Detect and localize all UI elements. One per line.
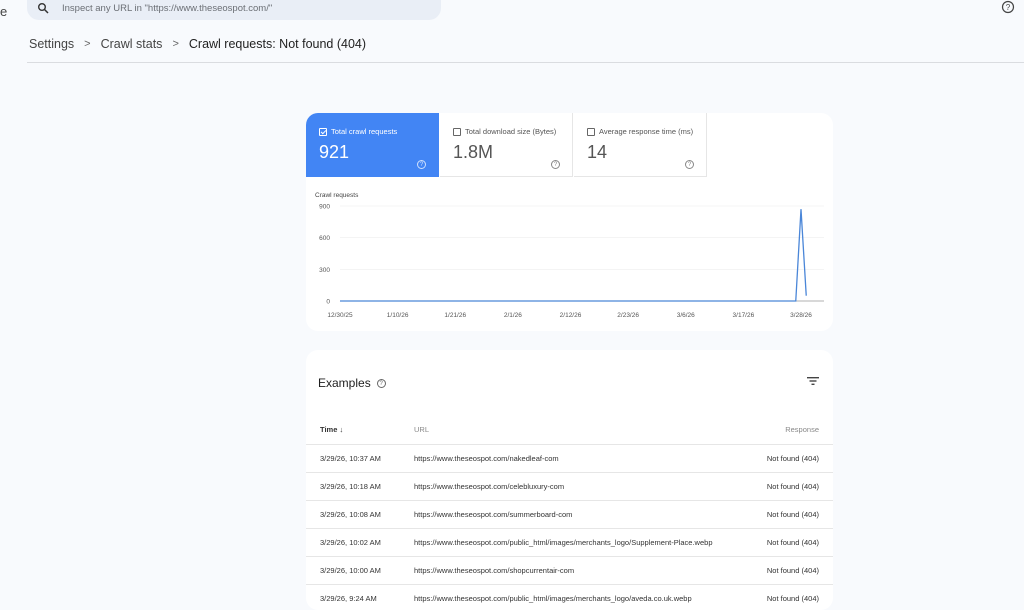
time-cell: 3/29/26, 9:24 AM [306,584,414,610]
column-header-time[interactable]: Time ↓ [306,416,414,444]
y-tick-label: 300 [319,267,330,274]
checkbox-checked-icon[interactable] [319,128,327,136]
column-header-url: URL [414,416,757,444]
arrow-down-icon: ↓ [339,425,343,434]
response-cell: Not found (404) [757,528,833,556]
url-cell: https://www.theseospot.com/summerboard-c… [414,500,757,528]
help-icon[interactable]: ? [551,160,560,169]
time-cell: 3/29/26, 10:00 AM [306,556,414,584]
metric-total-crawl-requests[interactable]: Total crawl requests 921 ? [306,113,439,177]
url-cell: https://www.theseospot.com/celebluxury-c… [414,472,757,500]
y-tick-label: 0 [326,299,330,306]
response-cell: Not found (404) [757,472,833,500]
x-tick-label: 12/30/25 [327,312,353,319]
response-cell: Not found (404) [757,556,833,584]
url-cell: https://www.theseospot.com/shopcurrentai… [414,556,757,584]
y-axis-label: Crawl requests [315,192,359,199]
breadcrumb: Settings > Crawl stats > Crawl requests:… [29,37,366,51]
x-tick-label: 3/6/26 [677,312,695,319]
x-tick-label: 1/21/26 [444,312,466,319]
metric-value: 1.8M [453,142,493,163]
time-cell: 3/29/26, 10:18 AM [306,472,414,500]
search-icon [37,2,49,14]
svg-text:?: ? [1006,3,1011,12]
help-icon[interactable]: ? [377,379,386,388]
crawl-requests-chart: Crawl requests 0 300 600 900 12/30/25 1/10/26 1… [306,177,833,331]
metric-value: 14 [587,142,607,163]
metric-label: Total crawl requests [331,127,397,136]
time-cell: 3/29/26, 10:08 AM [306,500,414,528]
breadcrumb-crawl-stats[interactable]: Crawl stats [101,37,163,51]
examples-title: Examples [318,376,371,390]
x-tick-label: 3/17/26 [733,312,755,319]
y-tick-label: 900 [319,204,330,211]
examples-card: Examples? Time ↓ URL Response 3/29/26, 1… [306,350,833,610]
x-tick-label: 2/12/26 [560,312,582,319]
checkbox-icon[interactable] [453,128,461,136]
time-cell: 3/29/26, 10:02 AM [306,528,414,556]
x-tick-label: 3/28/26 [790,312,812,319]
chevron-right-icon: > [84,38,90,50]
url-cell: https://www.theseospot.com/public_html/i… [414,584,757,610]
help-icon[interactable]: ? [685,160,694,169]
filter-icon[interactable] [807,376,819,386]
url-cell: https://www.theseospot.com/public_html/i… [414,528,757,556]
help-icon[interactable]: ? [1001,0,1015,14]
y-tick-label: 600 [319,235,330,242]
series-line [340,209,806,301]
x-tick-label: 2/1/26 [504,312,522,319]
response-cell: Not found (404) [757,584,833,610]
crawl-stats-card: Total crawl requests 921 ? Total downloa… [306,113,833,331]
response-cell: Not found (404) [757,500,833,528]
column-header-response: Response [757,416,833,444]
url-cell: https://www.theseospot.com/nakedleaf-com [414,444,757,472]
chevron-right-icon: > [172,38,178,50]
breadcrumb-settings[interactable]: Settings [29,37,74,51]
page-title: Crawl requests: Not found (404) [189,37,366,51]
checkbox-icon[interactable] [587,128,595,136]
metric-label: Total download size (Bytes) [465,127,556,136]
metric-average-response-time[interactable]: Average response time (ms) 14 ? [574,113,707,177]
search-input[interactable]: Inspect any URL in "https://www.theseosp… [62,3,272,14]
divider [27,62,1024,63]
metric-value: 921 [319,142,349,163]
time-cell: 3/29/26, 10:37 AM [306,444,414,472]
cut-off-text: e [0,4,7,19]
x-tick-label: 1/10/26 [387,312,409,319]
x-tick-label: 2/23/26 [617,312,639,319]
response-cell: Not found (404) [757,444,833,472]
help-icon[interactable]: ? [417,160,426,169]
url-inspect-search[interactable]: Inspect any URL in "https://www.theseosp… [27,0,441,20]
metric-total-download-size[interactable]: Total download size (Bytes) 1.8M ? [440,113,573,177]
metric-label: Average response time (ms) [599,127,693,136]
